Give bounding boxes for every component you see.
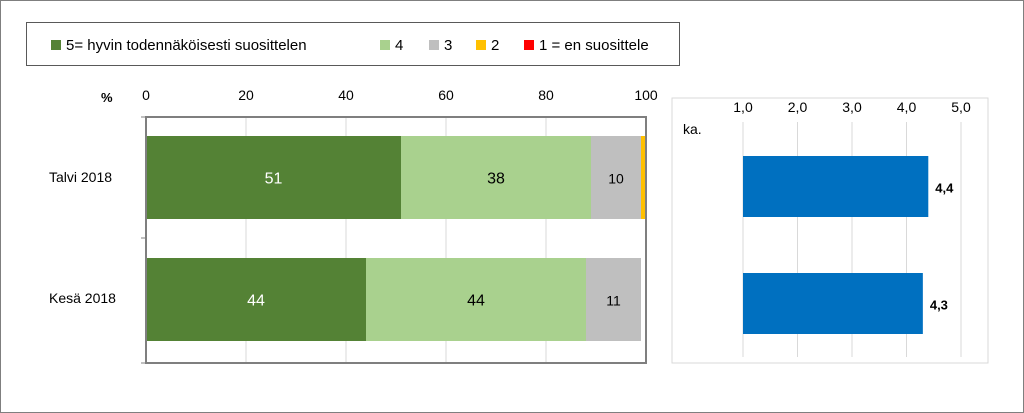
x-tick-label: 60 bbox=[438, 87, 454, 103]
bar-segment bbox=[401, 136, 591, 219]
legend-swatch bbox=[476, 39, 486, 50]
data-label: 4,3 bbox=[930, 298, 948, 313]
data-label: 44 bbox=[247, 293, 265, 310]
legend-swatch bbox=[380, 39, 390, 50]
legend-item-3: 3 bbox=[429, 37, 453, 54]
legend-label: 5= hyvin todennäköisesti suosittelen bbox=[66, 37, 307, 54]
percent-unit-label: % bbox=[101, 90, 113, 105]
legend-label: 3 bbox=[444, 37, 453, 54]
legend-item-5: 5= hyvin todennäköisesti suosittelen bbox=[51, 37, 307, 54]
legend-item-1: 1 = en suosittele bbox=[524, 37, 649, 54]
bar-segment bbox=[586, 258, 641, 341]
data-label: 44 bbox=[467, 293, 485, 310]
x-tick-label: 3,0 bbox=[842, 99, 862, 115]
bar-segment bbox=[366, 258, 586, 341]
average-chart-border bbox=[671, 97, 989, 364]
legend-swatch bbox=[524, 39, 534, 50]
x-tick-label: 0 bbox=[142, 87, 150, 103]
legend-item-2: 2 bbox=[476, 37, 500, 54]
legend-swatch bbox=[429, 39, 439, 50]
legend-label: 4 bbox=[395, 37, 404, 54]
category-label: Kesä 2018 bbox=[49, 290, 116, 306]
legend-swatch bbox=[51, 39, 61, 50]
bar-segment bbox=[146, 136, 401, 219]
x-tick-label: 5,0 bbox=[951, 99, 971, 115]
legend-label: 1 = en suosittele bbox=[539, 37, 649, 54]
data-label: 11 bbox=[606, 293, 621, 309]
data-label: 38 bbox=[487, 171, 505, 188]
x-tick-label: 20 bbox=[238, 87, 254, 103]
average-bar bbox=[743, 156, 929, 217]
x-tick-label: 2,0 bbox=[788, 99, 808, 115]
bar-segment bbox=[641, 136, 646, 219]
average-unit-label: ka. bbox=[683, 121, 702, 137]
x-tick-label: 80 bbox=[538, 87, 554, 103]
x-tick-label: 40 bbox=[338, 87, 354, 103]
data-label: 10 bbox=[608, 171, 624, 187]
plot-area-border bbox=[145, 116, 647, 364]
chart-legend: 5= hyvin todennäköisesti suosittelen 4 3… bbox=[26, 22, 680, 66]
data-label: 4,4 bbox=[935, 181, 954, 196]
bar-segment bbox=[146, 258, 366, 341]
legend-label: 2 bbox=[491, 37, 500, 54]
x-tick-label: 4,0 bbox=[897, 99, 917, 115]
data-label: 51 bbox=[265, 171, 283, 188]
x-tick-label: 100 bbox=[634, 87, 658, 103]
legend-item-4: 4 bbox=[380, 37, 404, 54]
bar-segment bbox=[591, 136, 641, 219]
average-bar bbox=[743, 273, 923, 334]
x-tick-label: 1,0 bbox=[733, 99, 753, 115]
category-label: Talvi 2018 bbox=[49, 169, 113, 185]
